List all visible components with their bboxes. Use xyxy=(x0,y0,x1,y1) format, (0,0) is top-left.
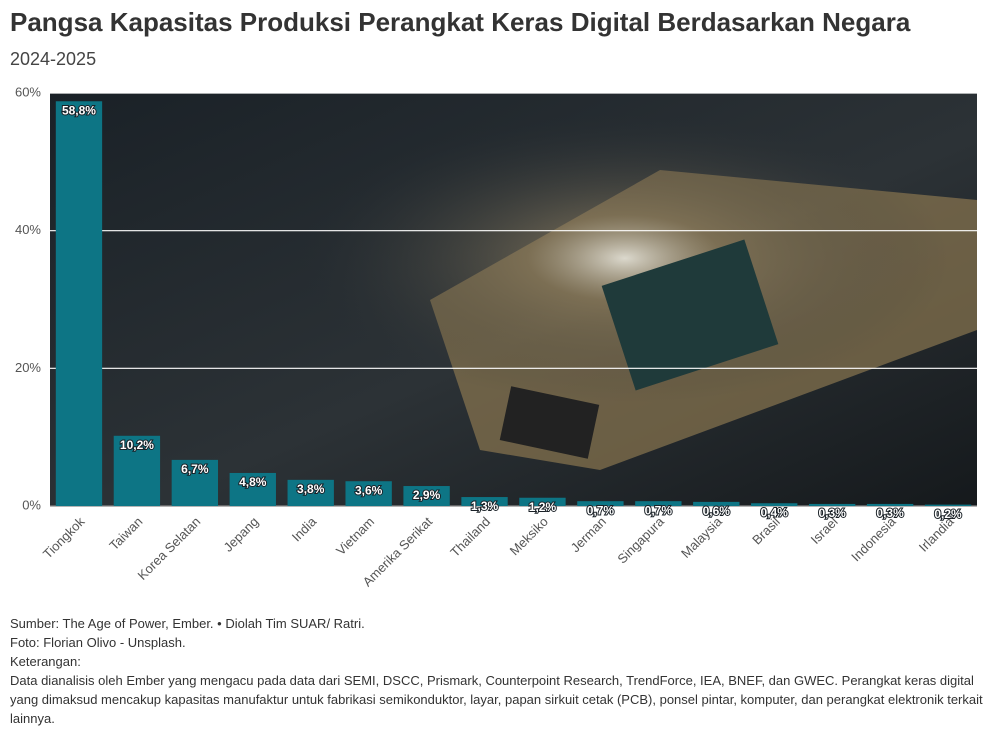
chart: Pangsa Kapasitas Produksi Perangkat Kera… xyxy=(10,7,977,589)
value-label: 1,2% xyxy=(529,500,557,514)
note: Data dianalisis oleh Ember yang mengacu … xyxy=(10,673,983,726)
bar xyxy=(693,501,740,506)
value-label: 10,2% xyxy=(120,438,154,452)
bar xyxy=(577,501,624,506)
background-photo xyxy=(50,93,977,506)
bar xyxy=(461,497,508,506)
bar xyxy=(403,486,450,506)
value-label: 0,3% xyxy=(876,506,904,520)
value-label: 0,3% xyxy=(818,506,846,520)
x-tick-label: Jepang xyxy=(221,514,262,555)
note: Sumber: The Age of Power, Ember. • Diola… xyxy=(10,616,365,631)
notes: Sumber: The Age of Power, Ember. • Diola… xyxy=(10,614,995,728)
value-label: 6,7% xyxy=(181,462,209,476)
value-label: 0,7% xyxy=(645,503,673,517)
bar xyxy=(635,501,682,506)
value-label: 1,3% xyxy=(471,499,499,513)
value-label: 0,7% xyxy=(587,503,615,517)
x-tick-label: Indonesia xyxy=(848,513,899,564)
value-label: 3,8% xyxy=(297,482,325,496)
y-tick-label: 60% xyxy=(15,84,41,99)
x-tick-label: Tiongkok xyxy=(40,514,88,562)
x-tick-label: Malaysia xyxy=(678,513,725,560)
bar xyxy=(287,479,334,506)
x-tick-label: Taiwan xyxy=(106,514,145,553)
value-label: 3,6% xyxy=(355,483,383,497)
bar xyxy=(113,435,161,506)
bar xyxy=(229,472,276,506)
value-label: 58,8% xyxy=(62,103,96,117)
value-label: 0,2% xyxy=(934,507,962,521)
y-tick-label: 20% xyxy=(15,360,41,375)
chart-title: Pangsa Kapasitas Produksi Perangkat Kera… xyxy=(10,7,911,37)
x-tick-label: India xyxy=(289,513,320,544)
y-tick-label: 0% xyxy=(22,497,41,512)
x-tick-label: Thailand xyxy=(447,514,493,560)
value-label: 4,8% xyxy=(239,475,267,489)
note: Keterangan: xyxy=(10,654,81,669)
bar xyxy=(924,504,972,506)
bar xyxy=(866,503,914,506)
x-tick-label: Meksiko xyxy=(507,514,551,558)
x-tick-label: Singapura xyxy=(614,513,667,566)
bar xyxy=(171,459,219,506)
x-tick-label: Vietnam xyxy=(333,514,377,558)
bar xyxy=(751,503,798,506)
value-label: 2,9% xyxy=(413,488,441,502)
y-tick-label: 40% xyxy=(15,222,41,237)
chart-subtitle: 2024-2025 xyxy=(10,49,96,69)
bar xyxy=(808,503,856,506)
value-label: 0,6% xyxy=(703,504,731,518)
bar xyxy=(519,497,566,506)
value-label: 0,4% xyxy=(761,505,789,519)
x-tick-label: Jerman xyxy=(568,514,609,555)
bar xyxy=(345,481,392,506)
note: Foto: Florian Olivo - Unsplash. xyxy=(10,635,186,650)
bar xyxy=(55,101,103,506)
